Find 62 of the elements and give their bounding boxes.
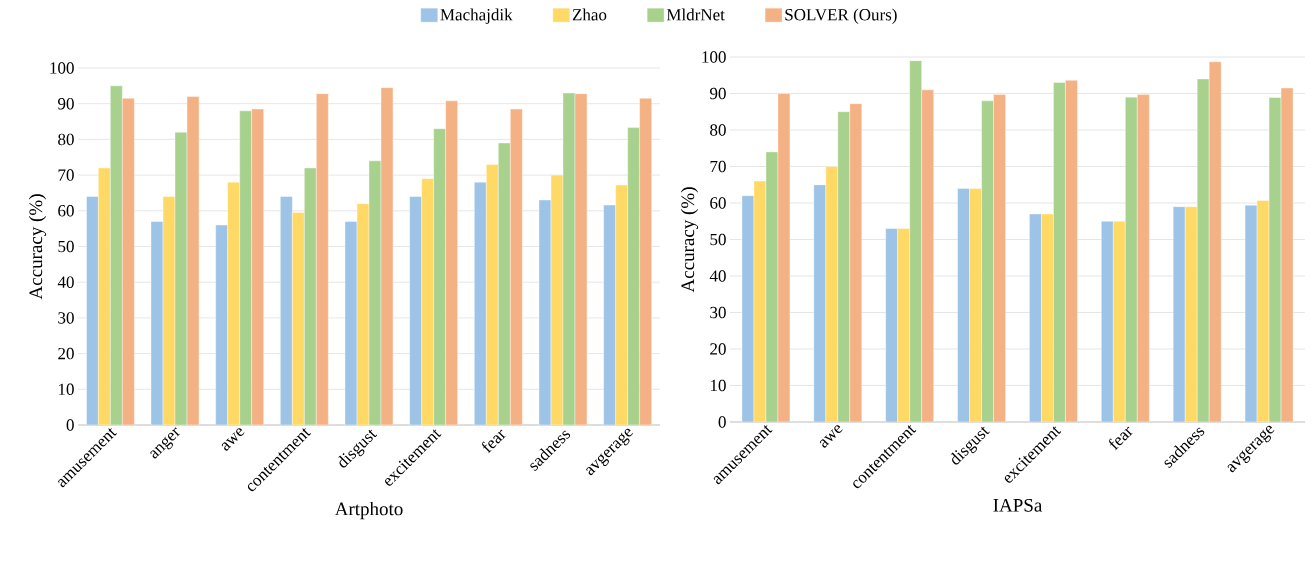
bar bbox=[280, 196, 293, 425]
y-tick-label: 60 bbox=[58, 205, 74, 217]
x-tick-label: fear bbox=[482, 429, 506, 454]
y-tick-label: 100 bbox=[702, 51, 726, 63]
bar bbox=[1029, 213, 1042, 422]
bar bbox=[981, 100, 994, 422]
x-tick-label: awe bbox=[221, 428, 245, 451]
y-tick-label: 80 bbox=[58, 133, 74, 146]
y-tick-label: 50 bbox=[58, 240, 74, 253]
y-tick-label: 50 bbox=[710, 233, 726, 246]
y-tick-label: 100 bbox=[50, 62, 74, 74]
bar bbox=[825, 166, 839, 422]
x-axis-title: Artphoto bbox=[334, 501, 403, 520]
bar bbox=[849, 103, 863, 422]
y-tick-label: 70 bbox=[58, 169, 74, 181]
y-tick-label: 10 bbox=[710, 379, 726, 392]
bar bbox=[215, 224, 228, 425]
bar bbox=[957, 188, 970, 422]
bar bbox=[885, 228, 898, 422]
bar bbox=[909, 60, 922, 422]
bar bbox=[1101, 221, 1114, 422]
bar bbox=[1113, 221, 1126, 422]
bar bbox=[1065, 80, 1078, 422]
bar bbox=[1041, 213, 1054, 422]
y-tick-label: 40 bbox=[57, 276, 74, 288]
bar bbox=[921, 89, 934, 422]
legend-label: SOLVER (Ours) bbox=[785, 8, 897, 24]
legend-label: Zhao bbox=[572, 8, 607, 21]
legend-label: Machajdik bbox=[440, 8, 513, 24]
bar bbox=[1137, 94, 1150, 422]
bar bbox=[1184, 206, 1198, 422]
y-axis-title: Accuracy (%) bbox=[28, 194, 47, 300]
bar bbox=[897, 228, 910, 422]
bar bbox=[474, 182, 487, 425]
legend-label: MldrNet bbox=[666, 8, 725, 21]
bar bbox=[837, 111, 851, 422]
bar bbox=[1053, 82, 1066, 422]
bar bbox=[1125, 96, 1138, 422]
y-tick-label: 10 bbox=[58, 383, 74, 396]
bar bbox=[1196, 78, 1210, 422]
x-tick-label: fear bbox=[1109, 426, 1133, 451]
y-tick-label: 20 bbox=[710, 343, 726, 355]
y-tick-label: 90 bbox=[58, 97, 74, 110]
bar bbox=[993, 94, 1006, 422]
y-tick-label: 90 bbox=[710, 87, 726, 100]
x-tick-label: awe bbox=[819, 425, 843, 448]
bar bbox=[86, 196, 99, 425]
x-axis-title: IAPSa bbox=[993, 498, 1043, 512]
y-tick-label: 30 bbox=[58, 312, 74, 324]
y-tick-label: 20 bbox=[58, 347, 74, 360]
bar bbox=[409, 196, 422, 425]
y-tick-label: 30 bbox=[710, 306, 726, 319]
y-axis-title: Accuracy (%) bbox=[680, 187, 699, 293]
bar bbox=[603, 204, 616, 425]
bar bbox=[813, 184, 827, 422]
bar bbox=[969, 188, 982, 422]
y-tick-label: 70 bbox=[710, 160, 726, 173]
y-tick-label: 80 bbox=[710, 124, 726, 136]
y-tick-label: 40 bbox=[709, 270, 726, 282]
y-tick-label: 60 bbox=[710, 197, 726, 209]
bar bbox=[1208, 61, 1222, 422]
bar bbox=[1172, 206, 1186, 422]
